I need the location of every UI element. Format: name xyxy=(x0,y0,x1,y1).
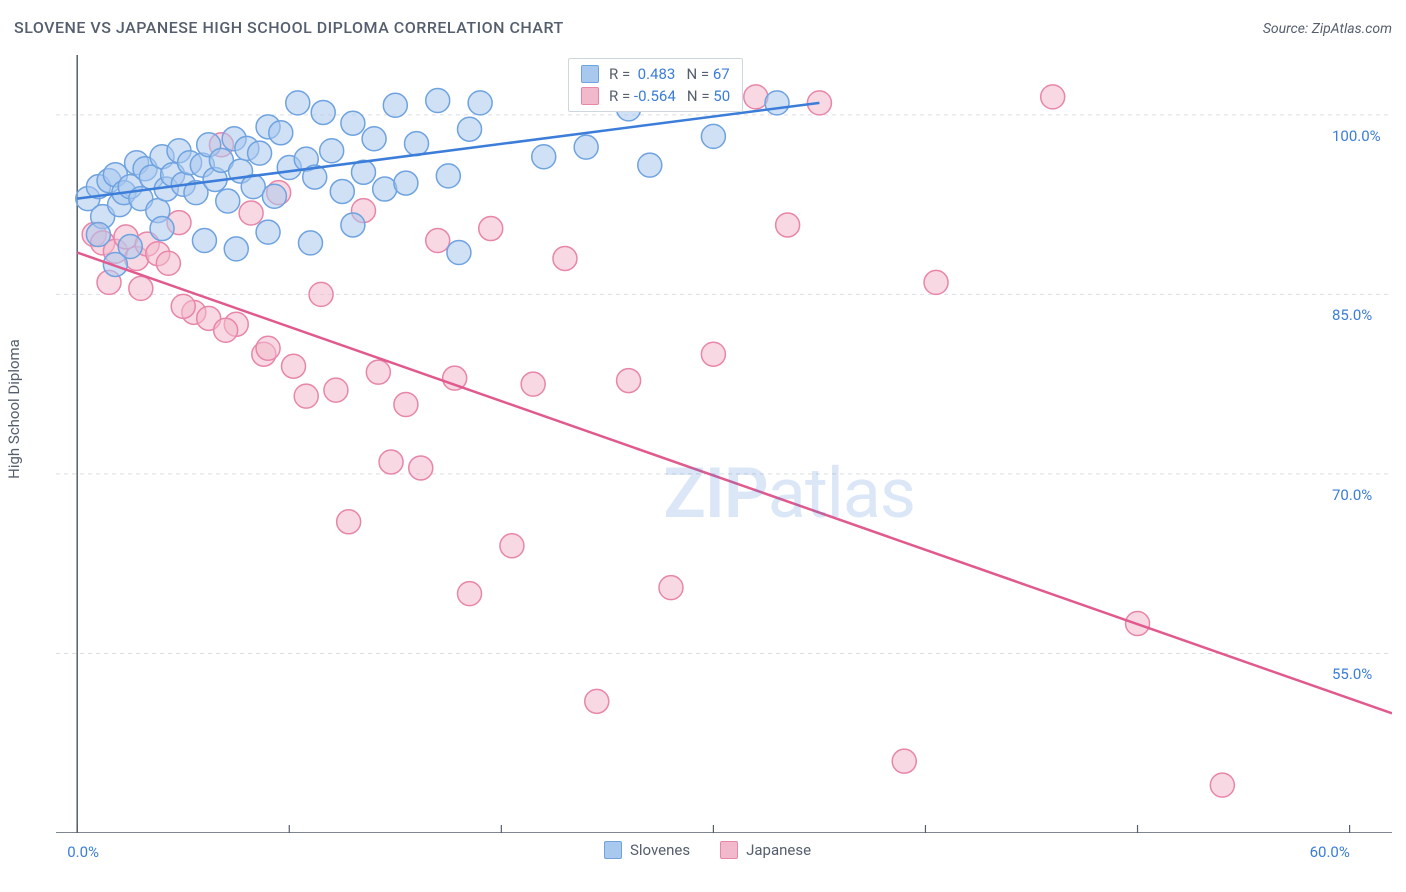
chart-plot-area: ZIPatlas xyxy=(56,55,1392,833)
y-tick-label: 55.0% xyxy=(1332,665,1372,683)
correlation-stats-box: R = 0.483 N = 67 R = -0.564 N = 50 xyxy=(568,58,743,112)
legend-label: Japanese xyxy=(746,841,811,859)
chart-svg xyxy=(56,55,1392,833)
x-tick-label-left: 0.0% xyxy=(67,843,99,861)
legend-label: Slovenes xyxy=(630,841,690,859)
stats-row: R = -0.564 N = 50 xyxy=(581,87,730,105)
x-tick-label-right: 60.0% xyxy=(1310,843,1350,861)
series-legend: Slovenes Japanese xyxy=(604,841,811,859)
series-swatch xyxy=(720,841,738,859)
series-swatch xyxy=(581,65,599,83)
y-tick-label: 70.0% xyxy=(1332,486,1372,504)
series-swatch xyxy=(604,841,622,859)
stats-text: R = -0.564 N = 50 xyxy=(609,87,730,105)
y-axis-label: High School Diploma xyxy=(5,339,23,479)
y-tick-label: 100.0% xyxy=(1332,127,1381,145)
y-tick-label: 85.0% xyxy=(1332,306,1372,324)
stats-text: R = 0.483 N = 67 xyxy=(609,65,730,83)
chart-title: SLOVENE VS JAPANESE HIGH SCHOOL DIPLOMA … xyxy=(14,18,564,37)
legend-item: Japanese xyxy=(720,841,811,859)
stats-row: R = 0.483 N = 67 xyxy=(581,65,730,83)
source-attribution: Source: ZipAtlas.com xyxy=(1263,21,1392,37)
legend-item: Slovenes xyxy=(604,841,690,859)
series-swatch xyxy=(581,87,599,105)
chart-header: SLOVENE VS JAPANESE HIGH SCHOOL DIPLOMA … xyxy=(14,18,1392,37)
